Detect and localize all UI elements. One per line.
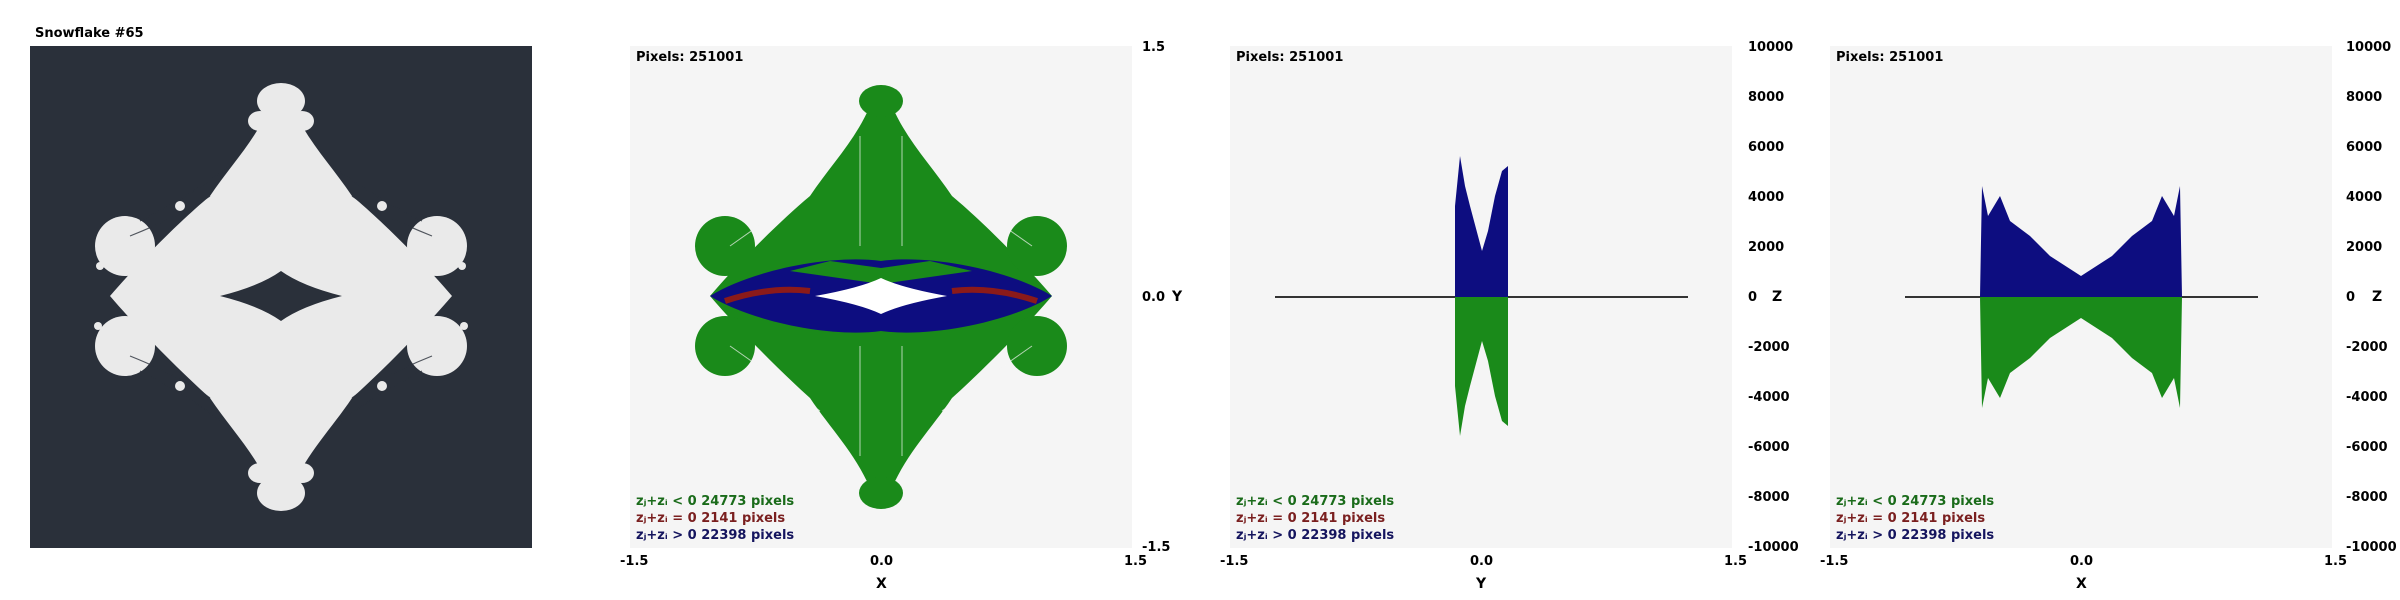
legend-positive: zⱼ+zᵢ > 0 22398 pixels [636,528,795,543]
z-tick: -2000 [1748,340,1790,355]
x-tick-min: -1.5 [1220,554,1249,569]
z-tick: 6000 [2346,140,2383,155]
z-tick: -8000 [2346,490,2388,505]
z-tick: 10000 [1748,40,1794,55]
z-tick: -8000 [1748,490,1790,505]
plot-legend: zⱼ+zᵢ < 0 24773 pixels zⱼ+zᵢ = 0 2141 pi… [1236,493,1394,544]
x-axis-label: X [876,576,887,592]
right-tick-bottom: -1.5 [1142,540,1171,555]
right-axis-label: Z [1772,289,1783,305]
z-tick: -10000 [1748,540,1799,555]
z-tick: -2000 [2346,340,2388,355]
x-tick-mid: 0.0 [2070,554,2094,569]
legend-zero: zⱼ+zᵢ = 0 2141 pixels [1836,511,1986,526]
x-tick-max: 1.5 [1724,554,1748,569]
z-tick: 8000 [2346,90,2383,105]
legend-negative: zⱼ+zᵢ < 0 24773 pixels [636,494,795,509]
plot-legend: zⱼ+zᵢ < 0 24773 pixels zⱼ+zᵢ = 0 2141 pi… [1836,493,1994,544]
z-tick: 0 [2346,290,2356,305]
right-axis-label: Z [2372,289,2383,305]
legend-zero: zⱼ+zᵢ = 0 2141 pixels [1236,511,1386,526]
z-tick: 2000 [1748,240,1785,255]
z-tick: 4000 [1748,190,1785,205]
z-tick: 10000 [2346,40,2392,55]
pixels-count-label: Pixels: 251001 [1836,50,1944,65]
xy-projection-plot: Pixels: 251001 zⱼ+zᵢ < 0 24773 pixels zⱼ… [630,46,1132,548]
z-tick: -10000 [2346,540,2397,555]
legend-negative: zⱼ+zᵢ < 0 24773 pixels [1236,494,1395,509]
z-tick: -6000 [1748,440,1790,455]
x-tick-mid: 0.0 [870,554,894,569]
z-tick: 4000 [2346,190,2383,205]
x-axis-label: X [2076,576,2087,592]
pixels-count-label: Pixels: 251001 [636,50,744,65]
right-tick-mid: 0.0 [1142,290,1166,305]
x-tick-min: -1.5 [1820,554,1849,569]
z-tick: 0 [1748,290,1758,305]
window-title: Snowflake #65 [35,26,144,41]
legend-zero: zⱼ+zᵢ = 0 2141 pixels [636,511,786,526]
plot-legend: zⱼ+zᵢ < 0 24773 pixels zⱼ+zᵢ = 0 2141 pi… [636,493,794,544]
z-tick: 2000 [2346,240,2383,255]
right-axis-label: Y [1172,289,1183,305]
legend-positive: zⱼ+zᵢ > 0 22398 pixels [1236,528,1395,543]
x-tick-mid: 0.0 [1470,554,1494,569]
right-tick-top: 1.5 [1142,40,1166,55]
z-tick: -4000 [2346,390,2388,405]
pixels-count-label: Pixels: 251001 [1236,50,1344,65]
z-tick: 8000 [1748,90,1785,105]
legend-positive: zⱼ+zᵢ > 0 22398 pixels [1836,528,1995,543]
z-tick: -6000 [2346,440,2388,455]
x-axis-label: Y [1476,576,1487,592]
z-tick: -4000 [1748,390,1790,405]
legend-negative: zⱼ+zᵢ < 0 24773 pixels [1836,494,1995,509]
yz-projection-plot: Pixels: 251001 zⱼ+zᵢ < 0 24773 pixels zⱼ… [1230,46,1732,548]
x-tick-min: -1.5 [620,554,649,569]
x-tick-max: 1.5 [2324,554,2348,569]
x-tick-max: 1.5 [1124,554,1148,569]
z-tick: 6000 [1748,140,1785,155]
xz-projection-plot: Pixels: 251001 zⱼ+zᵢ < 0 24773 pixels zⱼ… [1830,46,2332,548]
snowflake-render [30,46,532,548]
